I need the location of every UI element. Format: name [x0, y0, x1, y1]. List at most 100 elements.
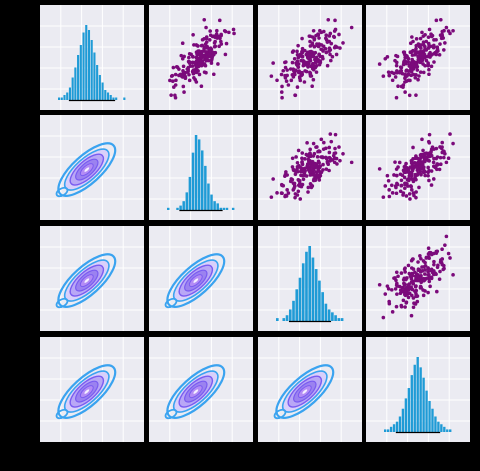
scatter-point	[307, 53, 312, 57]
scatter-point	[305, 141, 309, 145]
histogram-bar	[222, 207, 226, 210]
scatter-point	[290, 156, 295, 161]
scatter-point	[289, 78, 294, 83]
scatter-point	[426, 273, 430, 277]
scatter-point	[401, 85, 405, 89]
scatter-point	[169, 74, 174, 78]
scatter-point	[397, 160, 402, 165]
scatter-point	[208, 33, 213, 37]
scatter-point	[420, 30, 424, 35]
histogram-bar	[292, 300, 295, 321]
scatter-point	[422, 52, 427, 57]
histogram-bar	[185, 192, 189, 210]
scatter-point	[394, 185, 398, 190]
scatter-point	[414, 46, 418, 51]
scatter-point	[308, 70, 312, 75]
scatter-point	[435, 45, 440, 50]
scatter-point	[180, 41, 185, 46]
scatter-point	[387, 301, 392, 306]
scatter-point	[438, 42, 442, 46]
histogram-bar	[386, 429, 390, 432]
scatter-point	[396, 84, 400, 89]
histogram-bar	[207, 183, 210, 210]
histogram-bar	[295, 289, 299, 321]
scatter-point	[386, 70, 391, 74]
scatter-point	[409, 161, 414, 165]
kde-contour-outlier	[164, 297, 178, 309]
scatter-point	[443, 243, 447, 247]
scatter-point	[393, 58, 397, 63]
histogram-bar	[82, 32, 85, 100]
scatter-point	[293, 192, 298, 196]
scatter-point	[301, 59, 306, 63]
scatter-point	[385, 173, 390, 178]
scatter-point	[426, 158, 431, 163]
panel-r4-c1	[40, 337, 144, 442]
scatter-point	[435, 249, 440, 254]
scatter-point	[333, 146, 337, 151]
scatter-point	[434, 37, 438, 42]
histogram-bar	[176, 207, 179, 210]
scatter-point	[431, 251, 436, 256]
scatter-point	[349, 160, 354, 165]
scatter-point	[416, 268, 421, 273]
scatter-point	[187, 55, 191, 60]
scatter-point	[204, 58, 209, 63]
histogram-bar	[308, 246, 312, 321]
scatter-point	[405, 285, 409, 290]
scatter-point	[406, 177, 411, 181]
scatter-point	[310, 63, 315, 68]
scatter-point	[418, 254, 422, 258]
scatter-point	[441, 267, 446, 272]
scatter-point	[413, 274, 418, 279]
scatter-point	[415, 299, 420, 304]
scatter-point	[413, 49, 418, 54]
scatter-point	[327, 145, 332, 150]
scatter-point	[202, 54, 206, 59]
scatter-point	[312, 44, 317, 49]
scatter-point	[410, 168, 415, 173]
scatter-point	[306, 190, 310, 194]
scatter-point	[395, 284, 400, 288]
histogram-bar	[443, 426, 446, 432]
scatter-point	[208, 49, 212, 54]
scatter-point	[390, 78, 395, 83]
scatter-point	[231, 27, 236, 32]
scatter-point	[172, 85, 176, 89]
panel-r2-c2	[149, 115, 253, 220]
scatter-point	[434, 156, 439, 161]
scatter-point	[333, 27, 338, 32]
scatter-point	[405, 54, 409, 58]
scatter-point	[311, 141, 316, 146]
scatter-point	[423, 173, 427, 178]
scatter-point	[284, 79, 289, 84]
histogram-bar	[401, 408, 405, 432]
histogram-bar	[93, 52, 96, 100]
scatter-point	[410, 164, 415, 168]
scatter-point	[329, 139, 334, 144]
scatter-point	[171, 79, 175, 84]
scatter-point	[419, 52, 424, 57]
scatter-point	[437, 167, 442, 172]
scatter-point	[423, 289, 427, 293]
scatter-point	[174, 78, 178, 83]
histogram-bar	[334, 315, 337, 321]
scatter-point	[421, 40, 426, 44]
scatter-point	[332, 151, 337, 156]
scatter-point	[410, 287, 415, 292]
scatter-point	[421, 148, 425, 153]
scatter-point	[402, 50, 407, 55]
scatter-point	[295, 64, 300, 68]
scatter-point	[417, 185, 421, 190]
scatter-point	[320, 155, 325, 159]
scatter-point	[406, 78, 411, 83]
scatter-point	[197, 53, 201, 57]
scatter-point	[423, 32, 427, 37]
scatter-point	[435, 49, 439, 54]
scatter-point	[191, 32, 195, 37]
scatter-point	[197, 72, 202, 77]
kde-contour-outlier	[55, 408, 69, 420]
scatter-point	[311, 54, 316, 59]
histogram-bar	[384, 429, 387, 432]
scatter-point	[429, 149, 433, 154]
